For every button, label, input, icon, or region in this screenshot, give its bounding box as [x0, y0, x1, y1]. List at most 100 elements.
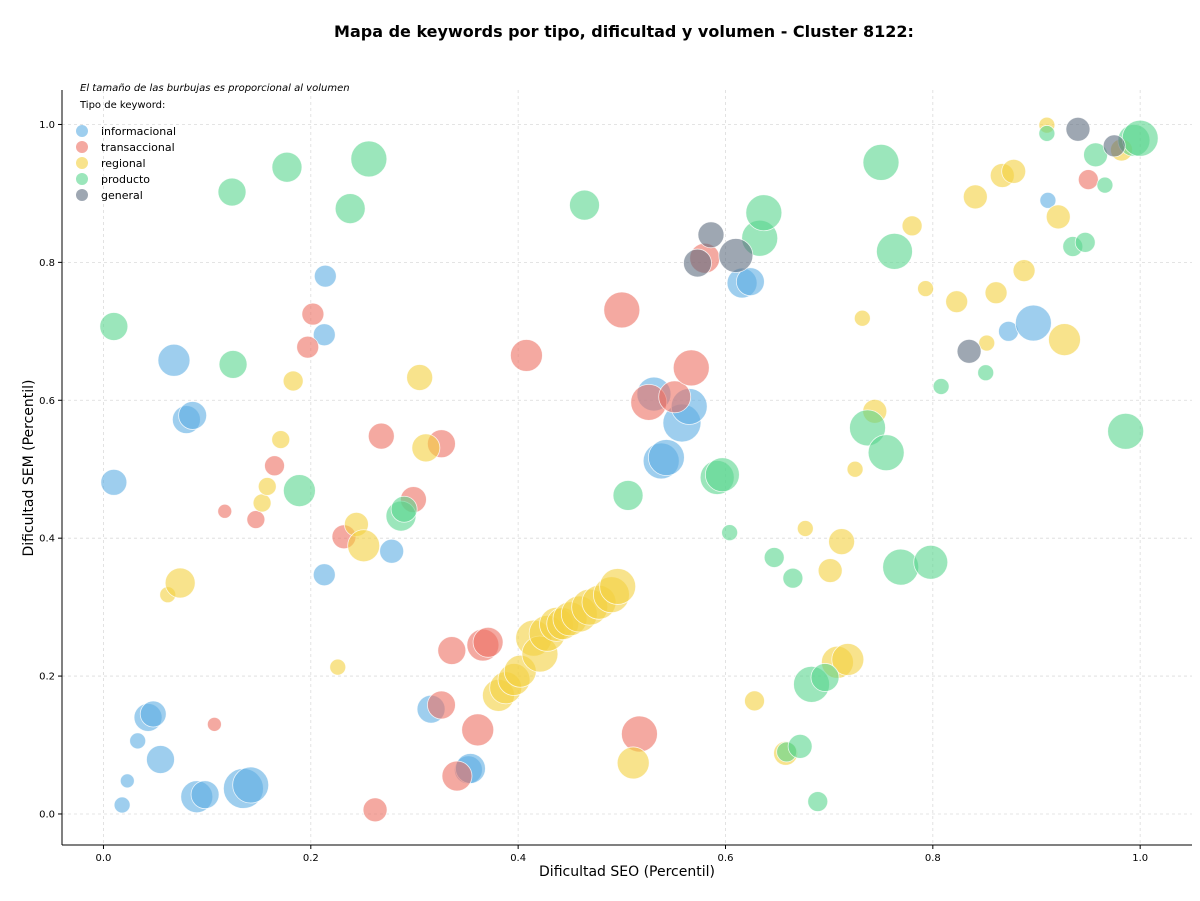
legend-marker-regional: [76, 157, 88, 169]
bubble-transaccional: [296, 335, 320, 359]
bubble-informacional: [379, 538, 405, 564]
bubble-regional: [831, 643, 865, 676]
bubble-regional: [329, 658, 347, 676]
bubble-producto: [99, 312, 129, 341]
bubble-transaccional: [246, 510, 266, 529]
x-tick-label: 0.6: [718, 853, 734, 864]
bubble-producto: [612, 480, 644, 511]
bubble-regional: [164, 567, 196, 599]
legend: El tamaño de las burbujas es proporciona…: [76, 83, 350, 202]
bubble-producto: [1074, 231, 1096, 253]
bubble-regional: [616, 746, 650, 780]
bubble-transaccional: [510, 339, 543, 372]
bubbles-layer: [99, 116, 1159, 823]
bubble-general: [697, 221, 725, 249]
bubble-general: [1065, 116, 1091, 142]
series-producto: [99, 119, 1159, 812]
chart-title: Mapa de keywords por tipo, dificultad y …: [334, 22, 914, 41]
y-tick-label: 1.0: [39, 120, 55, 131]
bubble-transaccional: [672, 349, 710, 387]
legend-marker-informacional: [76, 125, 88, 137]
bubble-regional: [917, 280, 934, 297]
bubble-regional: [744, 690, 765, 712]
y-axis-label: Dificultad SEM (Percentil): [21, 380, 37, 557]
bubble-regional: [962, 184, 988, 210]
y-tick-label: 0.2: [39, 672, 55, 683]
bubble-regional: [252, 493, 272, 513]
y-tick-label: 0.0: [39, 809, 55, 820]
bubble-producto: [271, 151, 303, 183]
bubble-producto: [862, 143, 900, 181]
legend-label-transaccional: transaccional: [101, 141, 175, 154]
bubble-informacional: [119, 773, 135, 789]
bubble-regional: [1045, 204, 1071, 230]
bubble-producto: [745, 194, 783, 232]
bubble-producto: [1096, 176, 1114, 194]
bubble-producto: [704, 457, 740, 493]
legend-marker-producto: [76, 173, 88, 185]
x-tick-label: 0.2: [303, 853, 319, 864]
bubble-transaccional: [1077, 169, 1099, 191]
bubble-producto: [218, 350, 248, 379]
bubble-producto: [334, 193, 366, 224]
bubble-informacional: [735, 267, 765, 297]
bubble-producto: [217, 177, 247, 207]
legend-marker-general: [76, 189, 88, 201]
bubble-transaccional: [206, 716, 222, 732]
bubble-informacional: [146, 745, 175, 774]
legend-note: El tamaño de las burbujas es proporciona…: [80, 83, 350, 94]
y-tick-label: 0.6: [39, 396, 55, 407]
bubble-producto: [810, 663, 840, 692]
bubble-transaccional: [603, 291, 641, 329]
bubble-producto: [932, 378, 950, 395]
bubble-transaccional: [264, 455, 285, 477]
legend-label-informacional: informacional: [101, 125, 176, 138]
bubble-transaccional: [472, 626, 504, 658]
bubble-producto: [1121, 119, 1159, 157]
y-ticks: 0.0 0.2 0.4 0.6 0.8 1.0: [39, 120, 62, 820]
bubble-transaccional: [367, 422, 395, 450]
bubble-regional: [282, 370, 304, 392]
bubble-informacional: [313, 264, 337, 288]
bubble-regional: [406, 364, 434, 391]
bubble-regional: [846, 460, 864, 478]
bubble-transaccional: [621, 715, 658, 753]
x-tick-label: 0.4: [510, 853, 526, 864]
bubble-producto: [763, 547, 785, 568]
x-axis-label: Dificultad SEO (Percentil): [539, 864, 715, 880]
bubble-informacional: [157, 343, 191, 377]
bubble-regional: [901, 215, 923, 237]
legend-label-general: general: [101, 189, 143, 202]
bubble-transaccional: [441, 760, 473, 792]
bubble-producto: [787, 734, 813, 759]
bubble-transaccional: [437, 636, 467, 665]
bubble-informacional: [1039, 191, 1057, 209]
bubble-informacional: [139, 700, 167, 728]
bubble-regional: [599, 568, 637, 605]
bubble-regional: [817, 558, 843, 583]
series-general: [683, 116, 1126, 364]
bubble-producto: [283, 474, 316, 507]
series-transaccional: [206, 169, 1099, 823]
y-tick-label: 0.4: [39, 534, 55, 545]
bubble-informacional: [312, 323, 336, 347]
bubble-informacional: [129, 732, 147, 750]
bubble-producto: [350, 140, 388, 178]
bubble-regional: [853, 309, 871, 327]
bubble-regional: [1048, 323, 1081, 356]
bubble-informacional: [190, 780, 220, 810]
legend-marker-transaccional: [76, 141, 88, 153]
bubble-transaccional: [301, 302, 325, 326]
bubble-informacional: [1014, 304, 1052, 342]
bubble-transaccional: [362, 797, 388, 823]
bubble-regional: [828, 528, 855, 556]
bubble-transaccional: [461, 713, 495, 747]
legend-label-producto: producto: [101, 173, 150, 186]
y-tick-label: 0.8: [39, 258, 55, 269]
legend-items: informacional transaccional regional produc…: [76, 125, 176, 202]
bubble-informacional: [312, 563, 336, 587]
bubble-regional: [945, 290, 969, 314]
bubble-regional: [347, 529, 381, 563]
grid: [62, 90, 1192, 845]
